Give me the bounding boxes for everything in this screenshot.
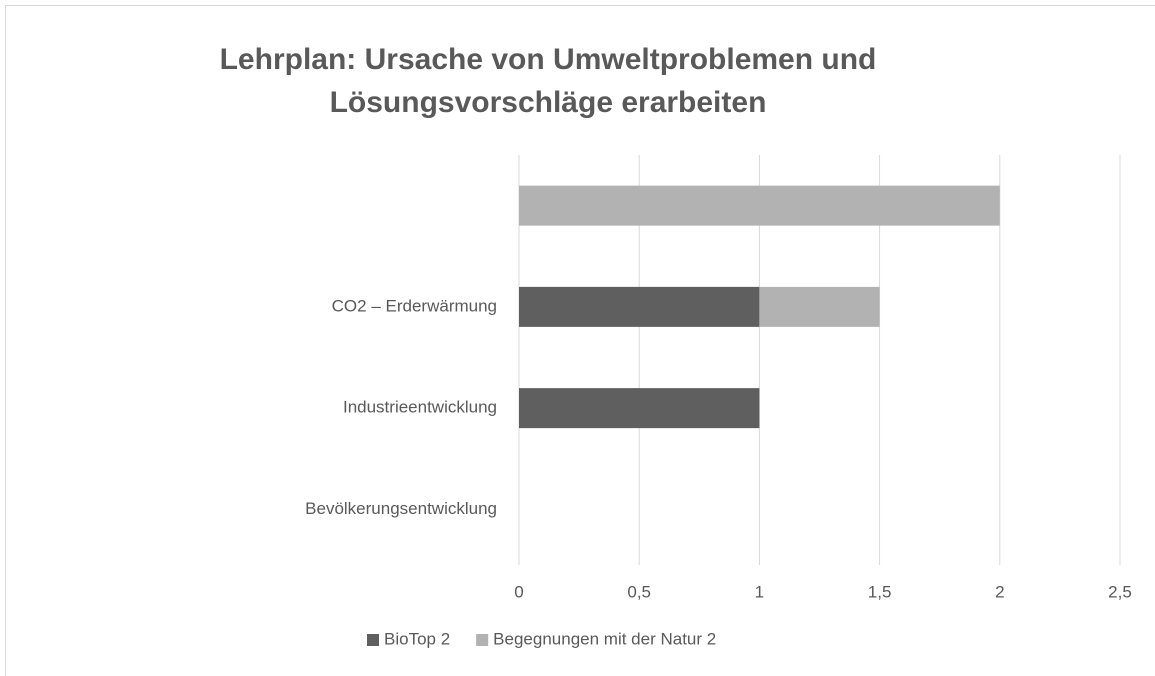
x-tick-label: 2 <box>995 582 1004 601</box>
x-tick-label: 1,5 <box>868 582 892 601</box>
legend-label: BioTop 2 <box>384 629 450 648</box>
bar <box>519 185 1000 226</box>
chart-border <box>5 5 1155 676</box>
x-tick-label: 0,5 <box>627 582 651 601</box>
y-tick-label: CO2 – Erderwärmung <box>332 296 497 315</box>
y-tick-label: Bevölkerungsentwicklung <box>305 499 497 518</box>
legend-swatch <box>476 634 489 646</box>
x-tick-label: 0 <box>514 582 523 601</box>
bar <box>519 286 760 327</box>
y-tick-label: Industrieentwicklung <box>343 398 497 417</box>
x-tick-label: 2,5 <box>1108 582 1132 601</box>
bar <box>519 388 760 429</box>
chart-title: Lehrplan: Ursache von Umweltproblemen un… <box>219 43 877 119</box>
legend-swatch <box>367 634 379 646</box>
bar <box>759 286 880 327</box>
legend-label: Begegnungen mit der Natur 2 <box>493 629 716 648</box>
x-tick-label: 1 <box>755 582 764 601</box>
